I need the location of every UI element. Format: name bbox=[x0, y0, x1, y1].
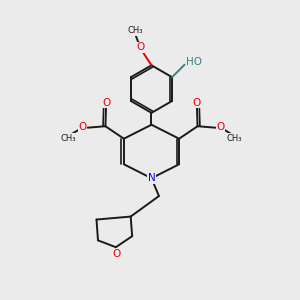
Text: CH₃: CH₃ bbox=[227, 134, 242, 142]
Text: CH₃: CH₃ bbox=[128, 26, 143, 35]
Text: O: O bbox=[112, 249, 121, 259]
Text: HO: HO bbox=[186, 57, 202, 67]
Text: O: O bbox=[102, 98, 110, 108]
Text: O: O bbox=[193, 98, 201, 108]
Text: O: O bbox=[217, 122, 225, 132]
Text: CH₃: CH₃ bbox=[61, 134, 76, 142]
Text: O: O bbox=[78, 122, 86, 132]
Text: O: O bbox=[136, 42, 144, 52]
Text: N: N bbox=[148, 173, 155, 183]
